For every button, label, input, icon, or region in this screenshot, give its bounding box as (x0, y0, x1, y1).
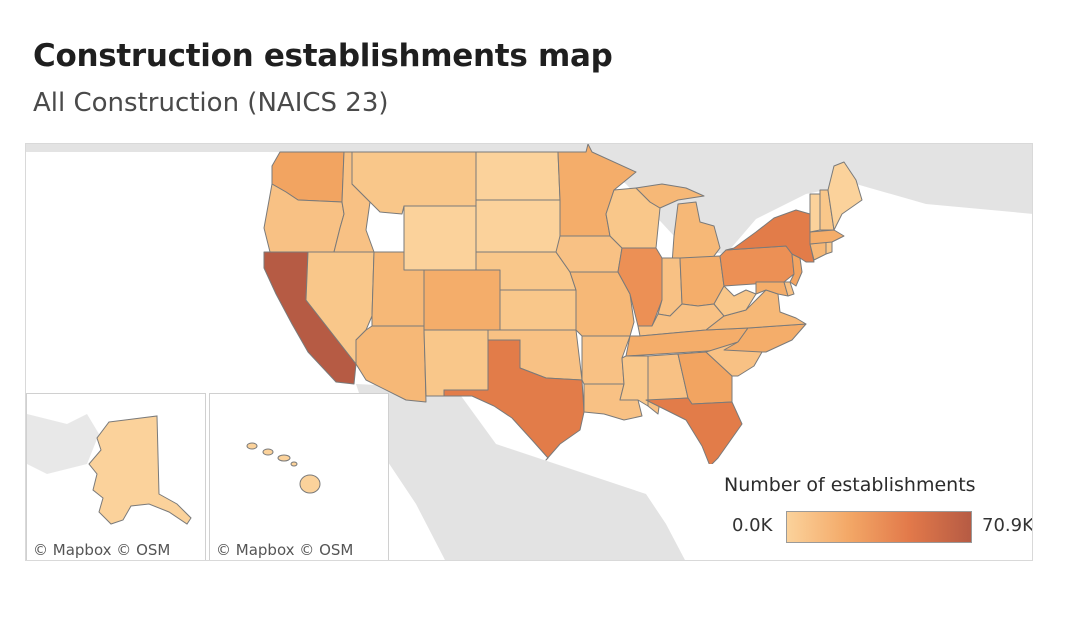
map-container[interactable]: © Mapbox © OSM © Mapbox © OSM Number of … (25, 143, 1033, 561)
alaska-attribution: © Mapbox © OSM (27, 539, 177, 560)
state-south-dakota (475, 199, 561, 253)
us-map (26, 144, 1032, 560)
legend-gradient-bar (786, 511, 972, 543)
hawaii-map (210, 394, 388, 560)
state-mississippi (619, 355, 649, 407)
state-massachusetts (809, 229, 845, 245)
legend-min-label: 0.0K (732, 515, 773, 536)
states[interactable] (263, 144, 863, 467)
state-vermont (809, 193, 821, 233)
color-legend: Number of establishments 0.0K 70.9K (698, 464, 1033, 560)
state-hawaii (246, 442, 321, 494)
alaska-inset[interactable]: © Mapbox © OSM (26, 393, 206, 560)
state-michigan-up (635, 183, 705, 209)
state-delaware (783, 281, 795, 297)
state-rhode-island (825, 241, 833, 255)
page-subtitle: All Construction (NAICS 23) (33, 88, 389, 118)
state-west-virginia (713, 285, 757, 317)
state-wyoming (403, 205, 477, 271)
state-north-dakota (475, 151, 561, 201)
state-florida (645, 397, 743, 467)
state-iowa (555, 235, 623, 273)
state-pennsylvania (719, 245, 795, 287)
state-new-york (725, 209, 815, 263)
alaska-map (27, 394, 205, 560)
legend-title: Number of establishments (724, 474, 976, 496)
page-title: Construction establishments map (33, 38, 613, 74)
state-new-mexico (423, 329, 489, 397)
state-colorado (423, 269, 501, 331)
state-alaska (88, 415, 192, 525)
state-montana (351, 151, 477, 215)
hawaii-attribution: © Mapbox © OSM (210, 539, 360, 560)
state-texas (443, 339, 585, 461)
state-north-carolina (723, 323, 807, 353)
legend-max-label: 70.9K (982, 515, 1033, 536)
state-kansas (499, 289, 577, 331)
state-maine (827, 161, 863, 231)
hawaii-inset[interactable]: © Mapbox © OSM (209, 393, 389, 560)
state-michigan (671, 201, 721, 265)
